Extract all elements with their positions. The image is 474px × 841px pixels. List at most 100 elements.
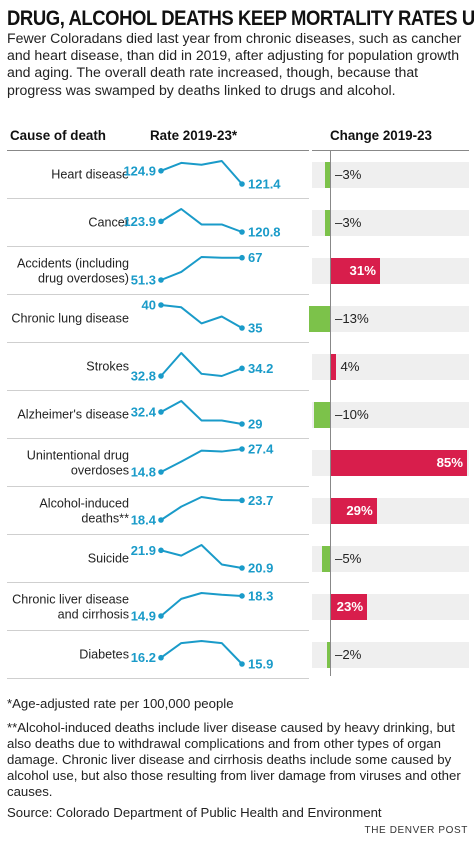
end-point bbox=[239, 181, 245, 187]
cause-label: Strokes bbox=[86, 359, 129, 374]
sparkline-line bbox=[160, 448, 243, 473]
change-bar-track bbox=[312, 642, 469, 668]
end-value-label: 20.9 bbox=[248, 561, 273, 576]
page-title: DRUG, ALCOHOL DEATHS KEEP MORTALITY RATE… bbox=[7, 6, 474, 30]
change-label: 4% bbox=[340, 359, 360, 374]
chart-row: Alcohol-induced deaths** 18.4 23.7 29% bbox=[0, 487, 474, 535]
end-point bbox=[239, 421, 245, 427]
start-point bbox=[158, 613, 164, 619]
change-bar-track bbox=[312, 546, 469, 572]
cause-label: Heart disease bbox=[51, 167, 129, 182]
change-bar bbox=[309, 306, 330, 332]
header-change: Change 2019-23 bbox=[330, 128, 432, 143]
change-bar-track bbox=[312, 210, 469, 236]
start-point bbox=[158, 302, 164, 308]
sparkline-line bbox=[160, 304, 243, 329]
start-point bbox=[158, 409, 164, 415]
end-point bbox=[239, 593, 245, 599]
end-value-label: 18.3 bbox=[248, 588, 273, 603]
end-value-label: 120.8 bbox=[248, 225, 281, 240]
chart-row: Alzheimer's disease 32.4 29 –10% bbox=[0, 391, 474, 439]
change-bar-track bbox=[312, 402, 469, 428]
sparkline-line bbox=[160, 208, 243, 233]
end-value-label: 67 bbox=[248, 250, 262, 265]
start-value-label: 14.8 bbox=[131, 465, 156, 480]
chart-row: Strokes 32.8 34.2 4% bbox=[0, 343, 474, 391]
row-divider bbox=[7, 534, 309, 535]
start-value-label: 14.9 bbox=[131, 609, 156, 624]
source-note: Source: Colorado Department of Public He… bbox=[7, 805, 382, 820]
change-bar bbox=[321, 546, 330, 572]
cause-label: Accidents (including drug overdoses) bbox=[16, 256, 129, 285]
intro-text: Fewer Coloradans died last year from chr… bbox=[7, 30, 462, 98]
cause-label: Suicide bbox=[87, 551, 129, 566]
sparkline: 16.2 15.9 bbox=[131, 640, 273, 672]
row-divider bbox=[7, 294, 309, 295]
end-point bbox=[239, 446, 245, 452]
row-divider bbox=[7, 390, 309, 391]
cause-label: Unintentional drug overdoses bbox=[26, 448, 129, 477]
change-label: 31% bbox=[349, 263, 376, 278]
change-bar bbox=[326, 642, 330, 668]
cause-label: Alzheimer's disease bbox=[17, 407, 129, 422]
change-bar bbox=[330, 258, 380, 284]
sparkline: 21.9 20.9 bbox=[131, 543, 274, 576]
start-value-label: 32.8 bbox=[131, 369, 156, 384]
row-divider bbox=[7, 246, 309, 247]
change-label: 85% bbox=[436, 455, 463, 470]
start-value-label: 18.4 bbox=[131, 513, 157, 528]
start-point bbox=[158, 277, 164, 283]
chart-row: Unintentional drug overdoses 14.8 27.4 85% bbox=[0, 439, 474, 487]
start-point bbox=[158, 517, 164, 523]
cause-label: Chronic lung disease bbox=[11, 311, 129, 326]
sparkline: 18.4 23.7 bbox=[131, 493, 274, 528]
end-point bbox=[239, 497, 245, 504]
end-point bbox=[239, 254, 245, 261]
change-bar bbox=[330, 594, 368, 620]
cause-label: Alcohol-induced deaths** bbox=[39, 496, 129, 525]
start-value-label: 51.3 bbox=[131, 273, 156, 288]
start-point bbox=[158, 654, 164, 661]
row-divider bbox=[7, 342, 309, 343]
end-value-label: 121.4 bbox=[248, 177, 281, 192]
start-value-label: 124.9 bbox=[123, 163, 156, 178]
start-point bbox=[158, 547, 164, 554]
start-value-label: 40 bbox=[142, 298, 156, 313]
sparkline-line bbox=[160, 352, 243, 377]
row-divider bbox=[7, 630, 309, 631]
sparkline: 51.3 67 bbox=[131, 250, 263, 288]
start-value-label: 123.9 bbox=[123, 214, 156, 229]
start-point bbox=[158, 469, 164, 475]
row-divider bbox=[7, 438, 309, 439]
sparkline-line bbox=[160, 544, 243, 569]
start-point bbox=[158, 168, 164, 174]
end-point bbox=[239, 365, 245, 372]
sparkline: 123.9 120.8 bbox=[123, 208, 281, 240]
sparkline-line bbox=[160, 496, 243, 521]
cause-label: Cancer bbox=[88, 215, 129, 230]
change-bar bbox=[330, 450, 467, 476]
start-point bbox=[158, 218, 164, 225]
header-cause: Cause of death bbox=[10, 128, 106, 143]
chart-row: Heart disease 124.9 121.4 –3% bbox=[0, 151, 474, 199]
credit-line: THE DENVER POST bbox=[364, 825, 468, 836]
row-divider bbox=[7, 486, 309, 487]
footnote-alcohol: **Alcohol-induced deaths include liver d… bbox=[7, 720, 461, 799]
change-bar-track bbox=[312, 162, 469, 188]
change-label: –3% bbox=[335, 167, 362, 182]
header-rule bbox=[7, 150, 309, 151]
change-label: –10% bbox=[335, 407, 369, 422]
sparkline-line bbox=[160, 256, 242, 281]
sparkline-line bbox=[160, 640, 243, 665]
change-label: –3% bbox=[335, 215, 362, 230]
change-label: 23% bbox=[336, 599, 364, 614]
zero-axis bbox=[330, 151, 331, 676]
end-value-label: 29 bbox=[248, 417, 262, 432]
start-value-label: 16.2 bbox=[131, 650, 156, 665]
sparkline: 32.8 34.2 bbox=[131, 352, 273, 384]
row-divider bbox=[7, 198, 309, 199]
end-value-label: 34.2 bbox=[248, 361, 273, 376]
sparkline-line bbox=[160, 592, 243, 617]
end-value-label: 35 bbox=[248, 321, 262, 336]
sparkline: 14.8 27.4 bbox=[131, 442, 274, 480]
